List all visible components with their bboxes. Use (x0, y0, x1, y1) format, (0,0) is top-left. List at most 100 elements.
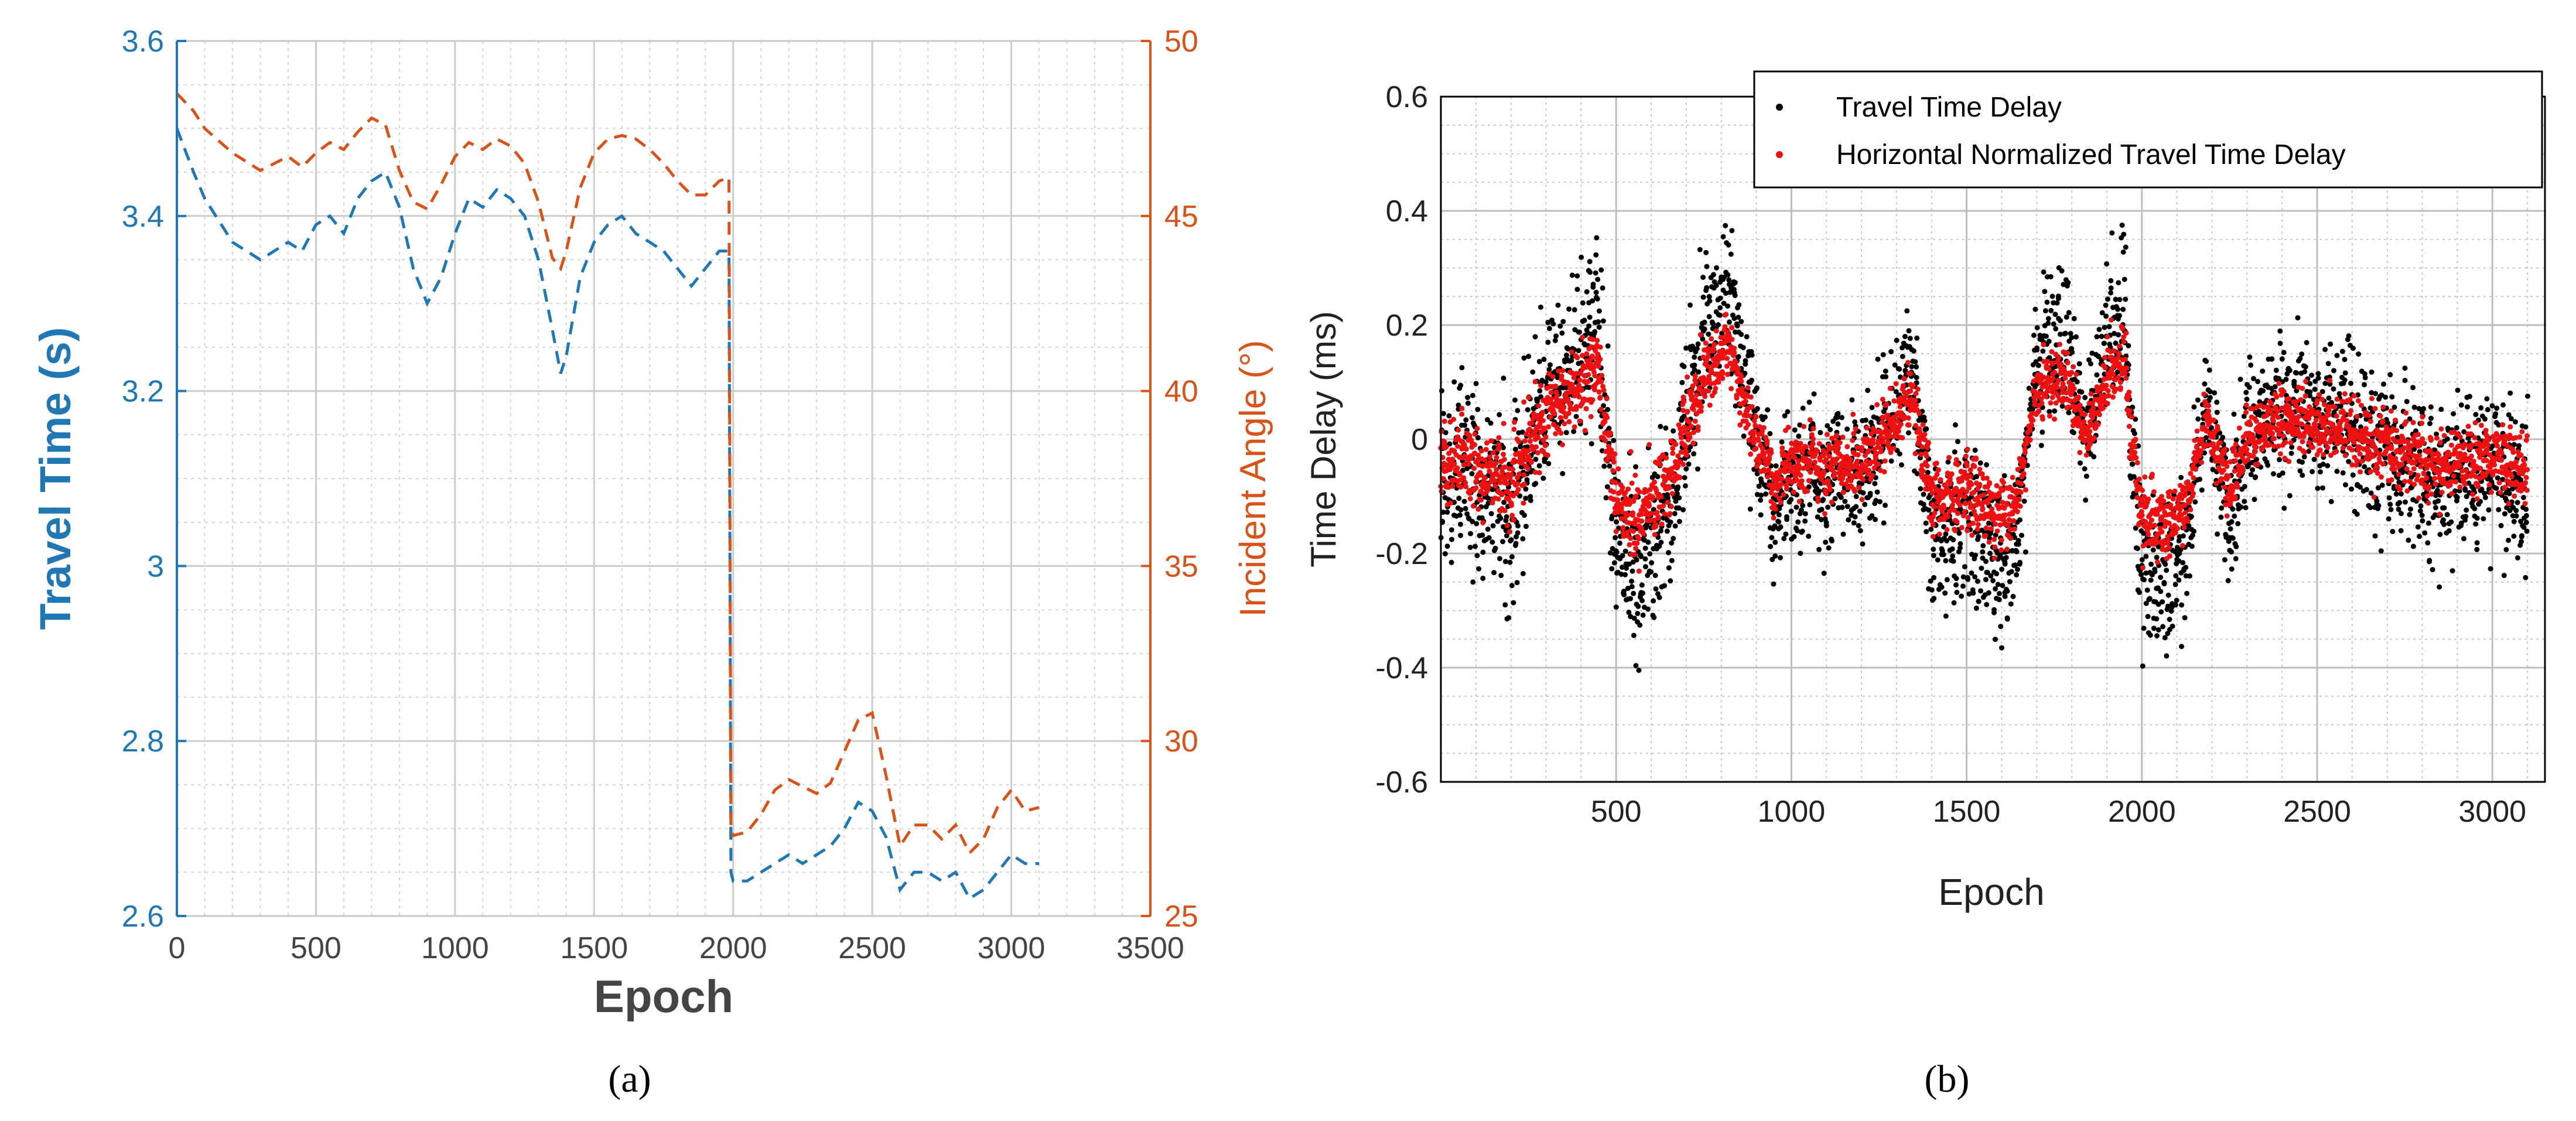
point-horizontal-normalized (1997, 522, 2003, 528)
point-travel-time-delay (2243, 505, 2249, 511)
point-travel-time-delay (1714, 265, 1720, 271)
point-travel-time-delay (1470, 518, 1475, 524)
point-travel-time-delay (2334, 469, 2340, 474)
point-travel-time-delay (2358, 484, 2363, 490)
point-travel-time-delay (2513, 508, 2519, 514)
point-travel-time-delay (2165, 592, 2171, 598)
point-travel-time-delay (2342, 357, 2348, 363)
point-horizontal-normalized (1725, 371, 1730, 377)
point-travel-time-delay (1523, 524, 1529, 529)
point-travel-time-delay (2172, 582, 2178, 587)
point-travel-time-delay (1846, 517, 1851, 523)
point-travel-time-delay (2242, 498, 2247, 504)
point-travel-time-delay (1587, 269, 1593, 275)
point-horizontal-normalized (1957, 503, 1963, 508)
point-horizontal-normalized (1490, 450, 1496, 456)
point-travel-time-delay (1559, 330, 1565, 336)
point-horizontal-normalized (1606, 443, 1612, 449)
point-horizontal-normalized (1974, 527, 1980, 532)
point-horizontal-normalized (1738, 378, 1744, 384)
point-travel-time-delay (2158, 609, 2164, 615)
point-travel-time-delay (2440, 517, 2446, 523)
point-travel-time-delay (2523, 424, 2529, 430)
point-travel-time-delay (2168, 609, 2174, 614)
point-travel-time-delay (2101, 340, 2107, 346)
point-travel-time-delay (2437, 584, 2442, 590)
point-travel-time-delay (1441, 411, 1447, 416)
point-travel-time-delay (1975, 579, 1980, 584)
point-horizontal-normalized (1553, 431, 1559, 436)
point-travel-time-delay (2489, 403, 2495, 409)
point-travel-time-delay (2315, 486, 2321, 491)
point-travel-time-delay (1485, 500, 1491, 506)
point-travel-time-delay (1676, 495, 1682, 501)
point-horizontal-normalized (1592, 372, 1598, 378)
point-travel-time-delay (1593, 252, 1599, 258)
point-travel-time-delay (2176, 577, 2182, 583)
point-travel-time-delay (2516, 443, 2522, 449)
point-travel-time-delay (2396, 479, 2402, 485)
point-travel-time-delay (2071, 316, 2077, 322)
point-travel-time-delay (1675, 491, 1680, 497)
point-travel-time-delay (1590, 281, 1596, 287)
y-left-tick-label: 2.8 (122, 724, 164, 758)
point-travel-time-delay (1631, 616, 1637, 621)
point-travel-time-delay (1716, 322, 1721, 327)
point-travel-time-delay (1596, 319, 1601, 324)
point-travel-time-delay (2195, 397, 2201, 403)
point-travel-time-delay (1743, 358, 1748, 364)
point-travel-time-delay (2021, 498, 2027, 504)
point-travel-time-delay (2094, 372, 2100, 378)
point-travel-time-delay (2099, 333, 2104, 339)
point-travel-time-delay (1655, 474, 1661, 480)
point-travel-time-delay (1817, 430, 1823, 436)
point-horizontal-normalized (1604, 415, 1610, 421)
point-horizontal-normalized (1620, 485, 1625, 490)
point-horizontal-normalized (1936, 531, 1942, 537)
point-travel-time-delay (2307, 381, 2313, 387)
point-travel-time-delay (2073, 334, 2079, 340)
point-travel-time-delay (2150, 547, 2156, 553)
point-horizontal-normalized (1925, 441, 1931, 447)
point-travel-time-delay (1710, 321, 1716, 327)
point-horizontal-normalized (1887, 385, 1893, 391)
point-travel-time-delay (1474, 553, 1480, 559)
point-horizontal-normalized (1953, 457, 1959, 463)
point-travel-time-delay (1658, 423, 1663, 429)
point-horizontal-normalized (1745, 422, 1751, 428)
point-travel-time-delay (2054, 300, 2060, 306)
point-travel-time-delay (2161, 580, 2167, 586)
point-travel-time-delay (1741, 433, 1747, 439)
point-travel-time-delay (1723, 223, 1728, 228)
point-horizontal-normalized (1816, 441, 1822, 447)
point-horizontal-normalized (1492, 478, 1498, 484)
point-travel-time-delay (2419, 512, 2425, 518)
point-horizontal-normalized (1556, 368, 1562, 374)
point-horizontal-normalized (1621, 533, 1627, 539)
point-horizontal-normalized (1901, 383, 1906, 389)
point-travel-time-delay (1771, 581, 1776, 587)
point-travel-time-delay (1726, 242, 1731, 248)
point-horizontal-normalized (1601, 387, 1607, 393)
point-travel-time-delay (1581, 317, 1587, 323)
point-horizontal-normalized (1588, 344, 1594, 350)
y-left-tick-label: 3.6 (122, 25, 164, 59)
point-horizontal-normalized (1918, 452, 1924, 457)
point-travel-time-delay (2152, 566, 2158, 572)
point-travel-time-delay (1863, 417, 1868, 423)
point-travel-time-delay (2418, 503, 2424, 509)
point-travel-time-delay (2203, 435, 2209, 440)
point-travel-time-delay (2017, 559, 2023, 565)
point-horizontal-normalized (1537, 424, 1543, 430)
point-travel-time-delay (1629, 578, 1634, 584)
point-travel-time-delay (1925, 470, 1931, 476)
series-travel-time-line (175, 128, 1040, 901)
point-travel-time-delay (1894, 337, 1899, 343)
point-travel-time-delay (1502, 559, 1508, 565)
point-travel-time-delay (2444, 512, 2450, 518)
point-horizontal-normalized (1866, 467, 1872, 473)
point-travel-time-delay (2501, 573, 2507, 578)
point-horizontal-normalized (1632, 552, 1638, 558)
point-travel-time-delay (2368, 490, 2374, 496)
point-horizontal-normalized (1552, 411, 1557, 416)
